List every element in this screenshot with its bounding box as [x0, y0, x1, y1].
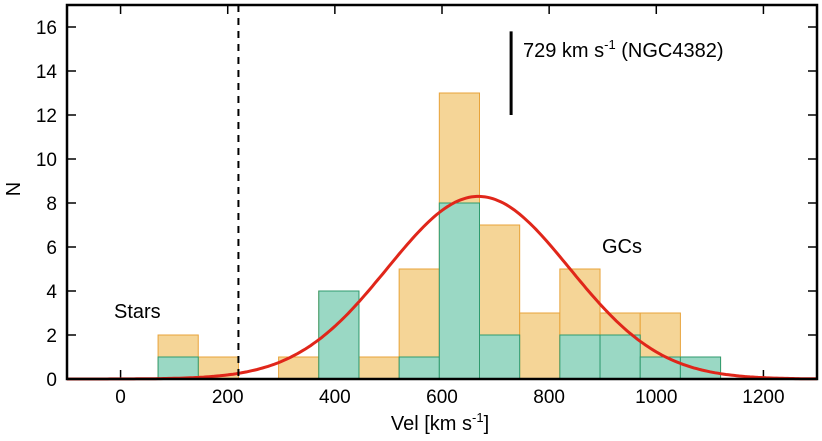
gaussian-fit-curve: [67, 194, 817, 381]
y-axis-title: N: [3, 182, 25, 196]
x-axis-title: Vel [km s-1]: [391, 410, 489, 435]
galaxy-velocity-suffix: (NGC4382): [616, 40, 724, 62]
bar-series1-bin6: [358, 356, 400, 380]
tick-labels: 0 200 400 600 800 1000 1200 0 2 4 6 8 10 12 14 16: [36, 18, 785, 408]
y-tick-label-10: 10: [36, 150, 57, 171]
y-tick-label-16: 16: [36, 18, 57, 39]
x-tick-label-1000: 1000: [635, 387, 677, 408]
x-tick-label-200: 200: [212, 387, 244, 408]
y-tick-label-14: 14: [36, 62, 58, 83]
y-tick-label-0: 0: [46, 370, 57, 391]
galaxy-velocity-value: 729 km s: [523, 40, 604, 62]
bar-series2-bin9: [479, 334, 521, 380]
stars-label: Stars: [114, 301, 161, 323]
y-tick-label-6: 6: [46, 238, 57, 259]
tick-marks: [67, 5, 817, 380]
bar-series2-bin7: [398, 356, 440, 380]
y-tick-label-2: 2: [46, 326, 57, 347]
gcs-label: GCs: [602, 236, 642, 258]
x-tick-label-800: 800: [533, 387, 565, 408]
x-axis-title-sup: -1: [472, 410, 484, 425]
x-tick-label-1200: 1200: [742, 387, 784, 408]
bar-series2-bin11: [559, 334, 601, 380]
x-axis-title-end: ]: [484, 413, 490, 435]
x-tick-label-400: 400: [319, 387, 351, 408]
bar-series2-bin12: [599, 334, 641, 380]
y-tick-label-12: 12: [36, 106, 57, 127]
galaxy-velocity-label: 729 km s-1 (NGC4382): [523, 37, 724, 62]
galaxy-velocity-sup: -1: [604, 37, 616, 52]
bar-series1-bin10: [519, 312, 561, 380]
y-tick-label-8: 8: [46, 194, 57, 215]
x-tick-label-0: 0: [115, 387, 126, 408]
plot-frame: [65, 3, 819, 381]
y-tick-label-4: 4: [46, 282, 57, 303]
x-axis-title-text: Vel [km s: [391, 413, 472, 435]
bar-series2-bin1: [157, 356, 199, 380]
x-tick-label-600: 600: [426, 387, 458, 408]
bar-series2-bin14: [679, 356, 722, 380]
bar-series2-bin8: [438, 202, 481, 380]
